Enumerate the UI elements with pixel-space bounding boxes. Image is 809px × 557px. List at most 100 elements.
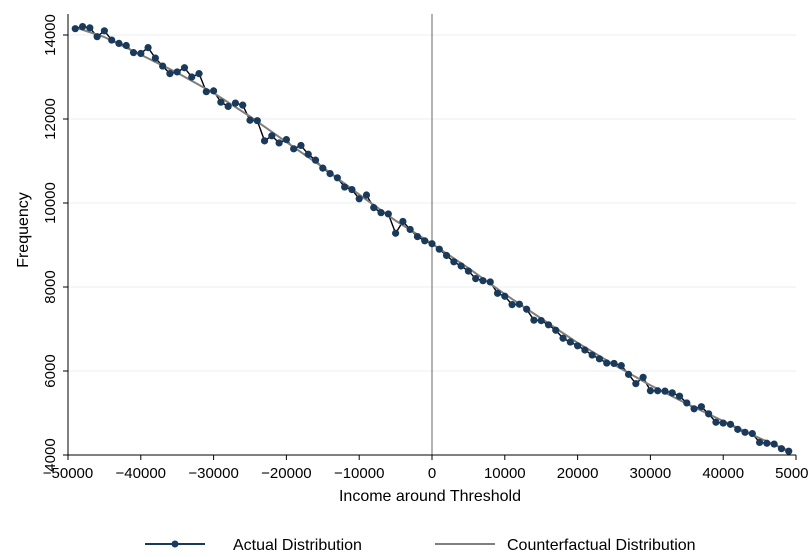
actual-point-50 (435, 245, 443, 253)
actual-point-27 (268, 132, 276, 140)
actual-point-44 (392, 229, 400, 237)
actual-point-63 (530, 316, 538, 324)
y-tick-label-3: 10000 (42, 182, 59, 224)
actual-point-18 (202, 88, 210, 96)
actual-point-89 (719, 419, 727, 427)
actual-point-61 (515, 300, 523, 308)
x-tick-label-9: 40000 (702, 465, 744, 482)
x-tick-label-3: −20000 (261, 465, 311, 482)
actual-point-84 (683, 399, 691, 407)
actual-point-38 (348, 185, 356, 194)
x-axis-title: Income around Threshold (339, 488, 521, 505)
actual-point-8 (129, 49, 138, 57)
actual-point-32 (304, 150, 312, 158)
actual-point-95 (763, 439, 771, 447)
actual-point-3 (93, 33, 101, 41)
actual-point-62 (523, 305, 531, 313)
actual-point-68 (566, 338, 574, 346)
actual-point-65 (544, 321, 553, 329)
actual-point-39 (355, 195, 363, 203)
x-tick-label-10: 50000 (775, 465, 809, 482)
actual-point-31 (297, 141, 305, 150)
actual-point-70 (581, 346, 589, 354)
actual-point-86 (697, 403, 705, 411)
plot-series (71, 23, 793, 455)
actual-point-2 (86, 24, 94, 32)
actual-point-45 (399, 217, 407, 226)
actual-point-4 (100, 27, 108, 35)
y-tick-label-5: 14000 (42, 14, 59, 56)
y-tick-label-4: 12000 (42, 98, 59, 140)
actual-point-69 (574, 342, 582, 350)
actual-point-54 (464, 267, 472, 275)
actual-point-30 (290, 145, 298, 153)
actual-point-40 (362, 191, 371, 199)
actual-point-21 (224, 102, 232, 110)
actual-point-49 (428, 240, 436, 248)
x-tick-label-1: −40000 (116, 465, 166, 482)
x-tick-label-6: 10000 (484, 465, 526, 482)
actual-point-87 (705, 410, 713, 418)
actual-point-91 (734, 425, 742, 433)
actual-point-77 (632, 380, 640, 388)
legend: Actual Distribution Counterfactual Distr… (145, 537, 696, 554)
actual-point-9 (137, 49, 145, 58)
actual-point-1 (78, 23, 87, 31)
actual-point-0 (71, 25, 79, 33)
actual-point-36 (333, 174, 341, 182)
actual-point-88 (712, 418, 720, 426)
x-tick-label-5: 0 (428, 465, 436, 482)
actual-point-22 (231, 99, 240, 107)
actual-point-33 (311, 156, 320, 164)
actual-point-51 (442, 251, 451, 260)
actual-point-97 (777, 445, 786, 453)
actual-point-64 (537, 317, 545, 325)
actual-point-41 (370, 204, 378, 212)
actual-point-29 (282, 135, 290, 144)
x-tick-label-0: −50000 (43, 465, 93, 482)
legend-actual-label: Actual Distribution (233, 537, 362, 554)
actual-point-43 (384, 210, 392, 218)
actual-point-67 (559, 334, 567, 342)
actual-point-72 (595, 355, 604, 363)
actual-point-94 (756, 438, 764, 446)
actual-point-96 (770, 440, 778, 448)
actual-point-37 (341, 183, 349, 191)
actual-point-60 (508, 301, 516, 309)
legend-actual-marker (171, 540, 179, 548)
actual-point-16 (188, 73, 196, 81)
y-axis-title: Frequency (15, 192, 32, 268)
actual-point-52 (450, 258, 458, 266)
actual-point-93 (748, 429, 756, 438)
actual-point-26 (260, 137, 269, 145)
actual-point-80 (654, 387, 662, 395)
actual-point-11 (151, 54, 159, 62)
actual-point-6 (115, 39, 123, 48)
actual-point-35 (326, 170, 334, 178)
actual-point-75 (617, 361, 625, 370)
actual-point-17 (195, 70, 203, 78)
actual-point-92 (741, 428, 749, 436)
actual-point-83 (675, 392, 684, 400)
actual-point-10 (144, 44, 152, 52)
actual-point-56 (479, 277, 487, 285)
y-tick-label-2: 8000 (42, 270, 59, 303)
actual-point-55 (472, 275, 480, 283)
x-tick-label-2: −30000 (188, 465, 238, 482)
actual-point-81 (661, 387, 669, 395)
actual-point-59 (501, 292, 509, 300)
actual-point-25 (253, 117, 261, 125)
actual-point-48 (421, 237, 429, 245)
y-tick-label-1: 6000 (42, 354, 59, 387)
x-tick-label-7: 20000 (557, 465, 599, 482)
actual-point-66 (552, 326, 560, 334)
actual-point-78 (639, 373, 647, 381)
x-tick-label-4: −10000 (334, 465, 384, 482)
actual-point-47 (413, 233, 422, 241)
actual-point-19 (210, 87, 218, 95)
actual-point-71 (588, 351, 596, 359)
actual-point-57 (486, 278, 494, 286)
actual-point-46 (406, 225, 414, 234)
